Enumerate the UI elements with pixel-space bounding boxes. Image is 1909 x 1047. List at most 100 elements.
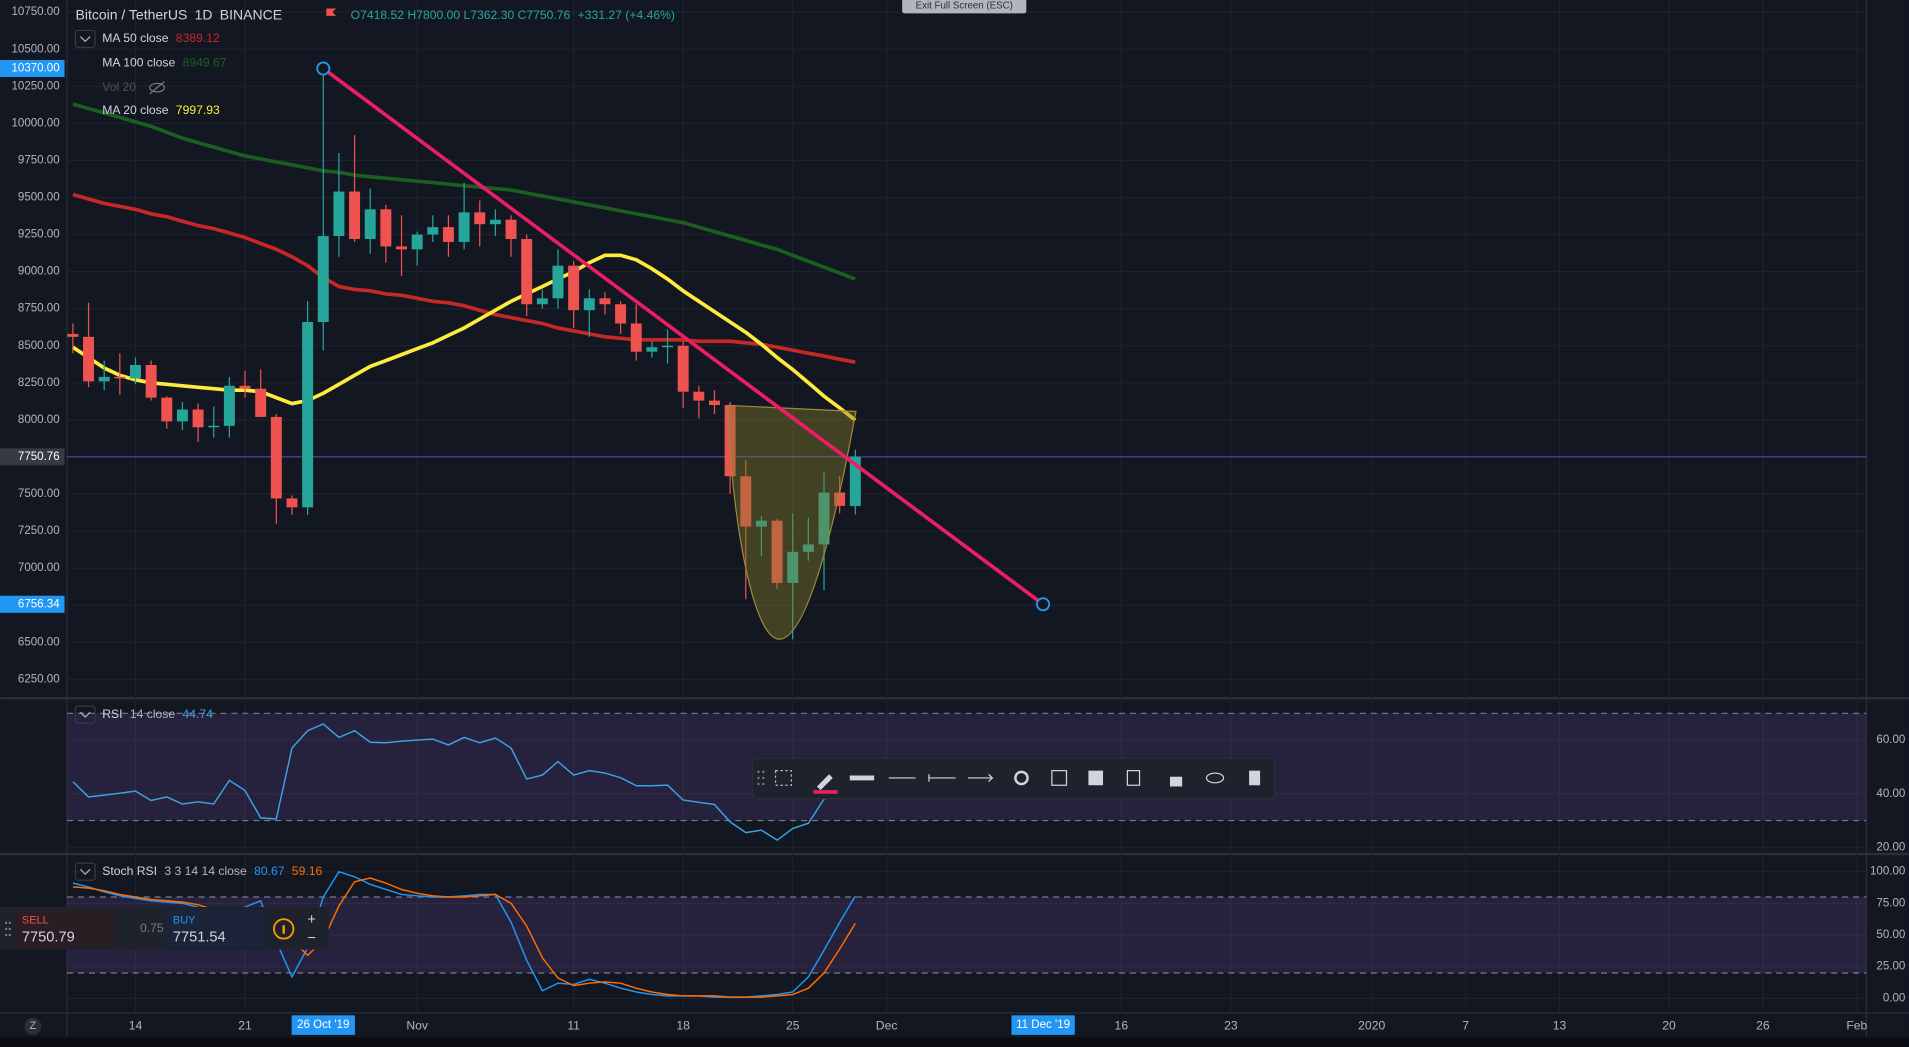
info-button[interactable] <box>273 918 295 940</box>
y-tick-label: 75.00 <box>1876 897 1905 909</box>
time-marker: 26 Oct '19 <box>297 1019 349 1031</box>
candle-body <box>223 385 235 426</box>
candle-body <box>380 209 392 247</box>
candle-body <box>317 236 329 323</box>
candle-body <box>521 238 533 305</box>
ohlc-values: O7418.52 H7800.00 L7362.30 C7750.76 <box>351 8 571 22</box>
y-tick-label: 50.00 <box>1876 929 1905 941</box>
band <box>66 897 1867 974</box>
price-marker-background <box>0 595 65 613</box>
candle-body <box>286 498 298 508</box>
settings-button[interactable] <box>1014 770 1029 786</box>
layers-button[interactable] <box>1088 770 1104 786</box>
flag-icon[interactable] <box>326 8 337 16</box>
time-marker: 11 Dec '19 <box>1016 1019 1070 1031</box>
y-tick-label: 60.00 <box>1876 734 1905 746</box>
grid <box>66 0 1867 1013</box>
candle-body <box>114 376 126 379</box>
exit-fullscreen-button[interactable]: Exit Full Screen (ESC) <box>902 0 1027 14</box>
sell-label: SELL <box>22 914 49 926</box>
y-tick-label: 8750.00 <box>18 303 60 315</box>
x-tick-label: 7 <box>1462 1019 1469 1033</box>
template-button[interactable] <box>774 770 792 786</box>
interval: 1D <box>195 7 213 23</box>
candle-body <box>333 191 345 237</box>
candle-body <box>255 388 267 417</box>
drag-handle[interactable] <box>4 921 11 937</box>
y-tick-label: 20.00 <box>1876 841 1905 853</box>
x-tick-label: Feb <box>1846 1019 1867 1033</box>
indicator-line <box>72 723 856 842</box>
y-tick-label: 40.00 <box>1876 788 1905 800</box>
candle-body <box>646 347 658 352</box>
x-tick-label: 23 <box>1224 1019 1238 1033</box>
candle-body <box>849 456 861 507</box>
trend-line[interactable] <box>322 67 1045 606</box>
sell-button[interactable]: SELL 7750.79 <box>14 909 115 948</box>
legend-name: MA 100 close <box>102 56 175 70</box>
y-tick-label: 9500.00 <box>18 192 60 204</box>
indicator-params: 14 close <box>130 707 176 721</box>
clone-button[interactable] <box>1126 770 1141 786</box>
indicator-line <box>72 877 856 998</box>
collapse-button[interactable] <box>74 29 96 49</box>
y-tick-label: 10750.00 <box>12 6 60 18</box>
trend-handle[interactable] <box>316 61 331 76</box>
y-tick-label: 8250.00 <box>18 377 60 389</box>
trend-handle[interactable] <box>1036 597 1051 612</box>
legend-name: MA 20 close <box>102 103 168 117</box>
candle-body <box>411 234 423 250</box>
candle-body <box>474 212 486 225</box>
x-tick-label: 25 <box>786 1019 800 1033</box>
chevron-icon <box>79 868 91 875</box>
candle-body <box>630 323 642 352</box>
x-tick-label: 16 <box>1115 1019 1129 1033</box>
plot-area <box>66 68 1867 998</box>
x-tick-label: 20 <box>1662 1019 1676 1033</box>
decrease-button[interactable]: − <box>307 931 316 947</box>
buy-label: BUY <box>173 914 196 926</box>
chart-title: Bitcoin / TetherUS <box>76 7 188 23</box>
legend-name: MA 50 close <box>102 31 168 45</box>
hidden-eye-icon[interactable] <box>149 81 165 95</box>
candle-body <box>176 409 188 422</box>
candle-body <box>396 246 407 250</box>
lock-button[interactable] <box>1169 776 1183 787</box>
chevron-icon <box>79 36 91 43</box>
visibility-button[interactable] <box>1205 772 1225 784</box>
x-tick-label: 2020 <box>1358 1019 1385 1033</box>
candle-body <box>771 520 783 583</box>
candle-body <box>740 476 752 527</box>
candle-body <box>98 376 110 382</box>
candle-body <box>677 345 689 392</box>
labels: 14 21 Nov 11 18 25 Dec 16 23 2020 7 13 20 26 Feb 6250.0… <box>0 6 1905 1035</box>
candle-body <box>489 219 501 225</box>
zoom-button[interactable] <box>24 1017 42 1035</box>
left-end-button[interactable] <box>928 774 956 782</box>
candle-body <box>552 265 564 299</box>
drag-handle[interactable] <box>757 770 765 786</box>
buy-button[interactable]: BUY 7751.54 <box>165 909 266 948</box>
line-width-button[interactable] <box>849 775 875 781</box>
spread: 0.75 <box>140 921 164 935</box>
candle-body <box>442 227 454 242</box>
toolbar-background <box>751 757 1276 800</box>
alert-button[interactable] <box>1051 770 1068 786</box>
time-marker-background <box>1011 1015 1075 1035</box>
candle-body <box>708 400 720 406</box>
collapse-button[interactable] <box>74 705 96 724</box>
legend-name: Vol 20 <box>102 80 136 94</box>
pencil-button[interactable] <box>816 774 833 791</box>
x-tick-label: Nov <box>406 1019 429 1033</box>
candle-body <box>270 416 282 499</box>
price-marker: 7750.76 <box>18 451 60 463</box>
cup-drawing[interactable] <box>727 404 857 640</box>
increase-button[interactable]: + <box>307 912 316 928</box>
trade-panel: SELL 7750.79 0.75 BUY 7751.54 + − <box>0 906 329 950</box>
y-tick-label: 7500.00 <box>18 488 60 500</box>
delete-button[interactable] <box>1249 770 1261 786</box>
collapse-button[interactable] <box>74 862 96 881</box>
right-end-button[interactable] <box>967 773 994 783</box>
legend-value: 8949.67 <box>183 56 227 70</box>
candle-body <box>302 322 314 508</box>
